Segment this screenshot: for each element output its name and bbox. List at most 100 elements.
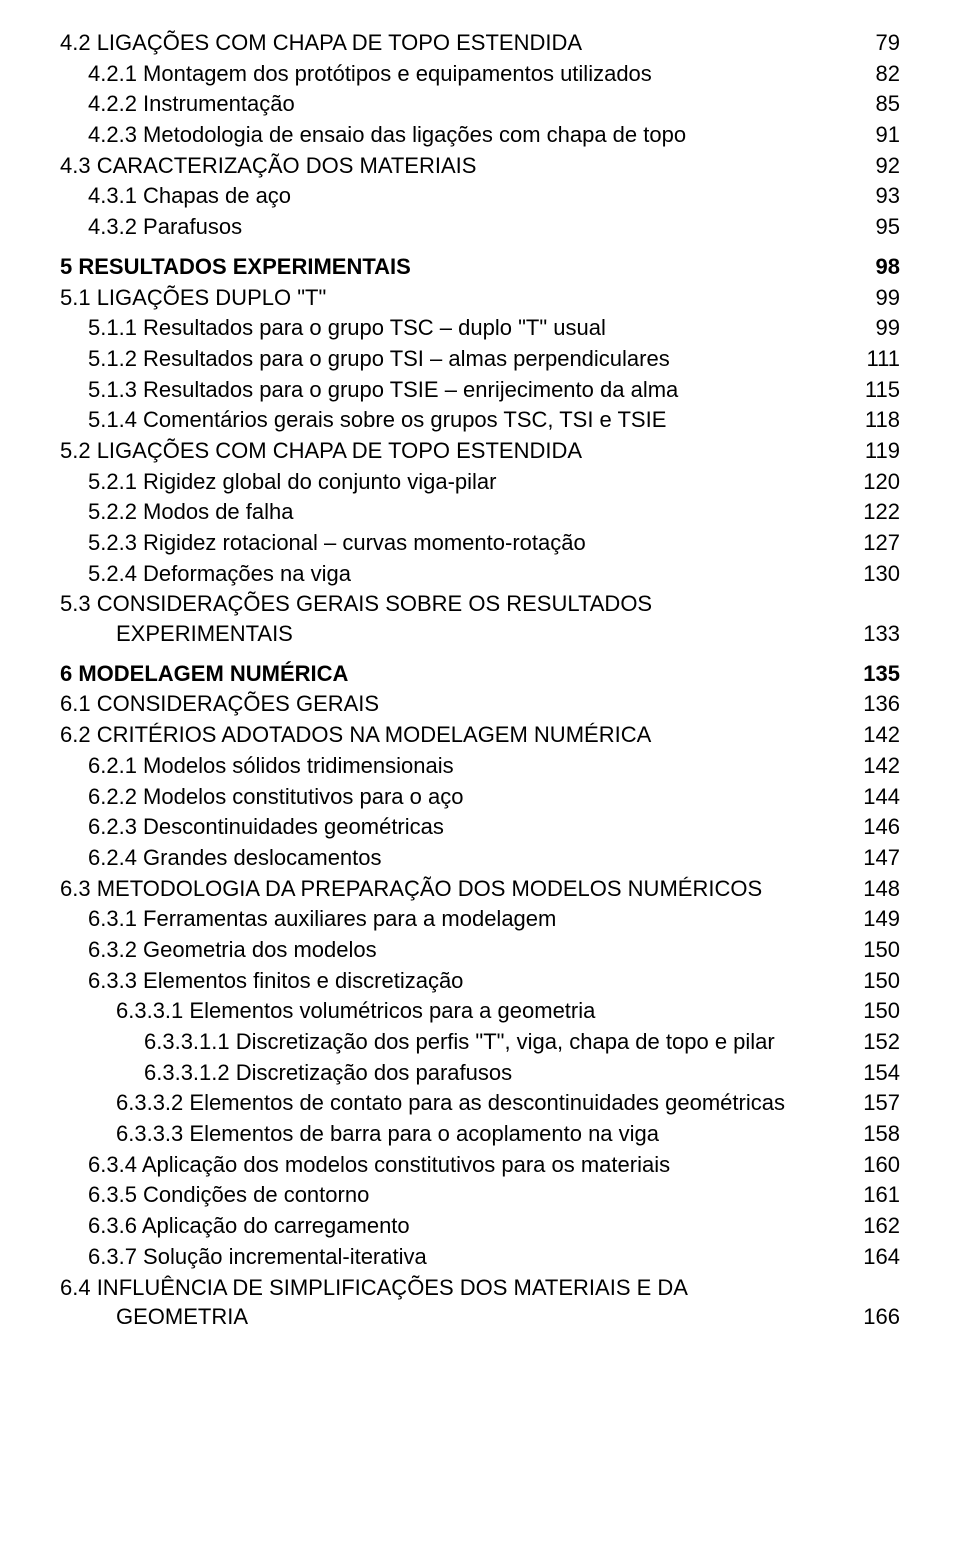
toc-page: 115 (856, 375, 900, 405)
toc-label: 4.3 CARACTERIZAÇÃO DOS MATERIAIS (60, 151, 476, 181)
toc-label-line1: 6.4 INFLUÊNCIA DE SIMPLIFICAÇÕES DOS MAT… (60, 1273, 900, 1303)
toc-page: 142 (856, 720, 900, 750)
toc-page: 130 (856, 559, 900, 589)
toc-page: 146 (856, 812, 900, 842)
toc-entry: 6 MODELAGEM NUMÉRICA135 (60, 659, 900, 689)
toc-entry: 6.2.1 Modelos sólidos tridimensionais 142 (60, 751, 900, 781)
toc-page: 118 (856, 405, 900, 435)
toc-label: 5.2.3 Rigidez rotacional – curvas moment… (88, 528, 586, 558)
toc-page: 111 (856, 344, 900, 374)
toc-label: 5.2.2 Modos de falha (88, 497, 293, 527)
toc-label-line1: 5.3 CONSIDERAÇÕES GERAIS SOBRE OS RESULT… (60, 589, 900, 619)
toc-page: 166 (856, 1302, 900, 1332)
toc-page: 142 (856, 751, 900, 781)
toc-page: 79 (856, 28, 900, 58)
toc-entry: 6.2.3 Descontinuidades geométricas146 (60, 812, 900, 842)
toc-label-line2: GEOMETRIA 166 (60, 1302, 900, 1332)
toc-page: 120 (856, 467, 900, 497)
toc-page: 85 (856, 89, 900, 119)
toc-entry: 6.3.3 Elementos finitos e discretização 1… (60, 966, 900, 996)
toc-entry: 5.1 LIGAÇÕES DUPLO "T" 99 (60, 283, 900, 313)
toc-page: 92 (856, 151, 900, 181)
toc-page: 148 (856, 874, 900, 904)
toc-page: 164 (856, 1242, 900, 1272)
toc-entry: 6.3.1 Ferramentas auxiliares para a mode… (60, 904, 900, 934)
toc-label: 6.3.3 Elementos finitos e discretização (88, 966, 463, 996)
toc-page: 93 (856, 181, 900, 211)
toc-label: 5.2 LIGAÇÕES COM CHAPA DE TOPO ESTENDIDA (60, 436, 582, 466)
toc-entry: 6.4 INFLUÊNCIA DE SIMPLIFICAÇÕES DOS MAT… (60, 1273, 900, 1332)
toc-label: 6.3.5 Condições de contorno (88, 1180, 369, 1210)
toc-label: 6.1 CONSIDERAÇÕES GERAIS (60, 689, 379, 719)
table-of-contents: 4.2 LIGAÇÕES COM CHAPA DE TOPO ESTENDIDA… (60, 28, 900, 1332)
toc-page: 150 (856, 935, 900, 965)
toc-label: 4.2.3 Metodologia de ensaio das ligações… (88, 120, 686, 150)
toc-entry: 6.2.2 Modelos constitutivos para o aço 14… (60, 782, 900, 812)
toc-entry: 6.3.3.1.1 Discretização dos perfis "T", … (60, 1027, 900, 1057)
toc-label: 5.2.4 Deformações na viga (88, 559, 351, 589)
toc-page: 136 (856, 689, 900, 719)
toc-entry: 6.3.7 Solução incremental-iterativa 164 (60, 1242, 900, 1272)
toc-entry: 5.2.1 Rigidez global do conjunto viga-pi… (60, 467, 900, 497)
toc-label: 5.2.1 Rigidez global do conjunto viga-pi… (88, 467, 496, 497)
toc-label: 5.1.1 Resultados para o grupo TSC – dupl… (88, 313, 606, 343)
toc-page: 147 (856, 843, 900, 873)
toc-entry: 5.3 CONSIDERAÇÕES GERAIS SOBRE OS RESULT… (60, 589, 900, 648)
toc-label: 6.3.3.1.2 Discretização dos parafusos (144, 1058, 512, 1088)
toc-entry: 4.3.1 Chapas de aço 93 (60, 181, 900, 211)
toc-entry: 6.3.3.1.2 Discretização dos parafusos154 (60, 1058, 900, 1088)
toc-page: 144 (856, 782, 900, 812)
toc-page: 150 (856, 966, 900, 996)
toc-page: 82 (856, 59, 900, 89)
toc-label: 6.3.3.3 Elementos de barra para o acopla… (116, 1119, 659, 1149)
toc-label: GEOMETRIA (116, 1302, 248, 1332)
toc-label: 5.1 LIGAÇÕES DUPLO "T" (60, 283, 326, 313)
toc-entry: 5 RESULTADOS EXPERIMENTAIS98 (60, 252, 900, 282)
toc-entry: 5.1.3 Resultados para o grupo TSIE – enr… (60, 375, 900, 405)
toc-page: 95 (856, 212, 900, 242)
toc-label: 6.3 METODOLOGIA DA PREPARAÇÃO DOS MODELO… (60, 874, 762, 904)
toc-label: 6.3.6 Aplicação do carregamento (88, 1211, 410, 1241)
toc-entry: 4.3 CARACTERIZAÇÃO DOS MATERIAIS 92 (60, 151, 900, 181)
toc-entry: 6.2 CRITÉRIOS ADOTADOS NA MODELAGEM NUMÉ… (60, 720, 900, 750)
toc-page: 99 (856, 283, 900, 313)
toc-label: 6.3.4 Aplicação dos modelos constitutivo… (88, 1150, 670, 1180)
toc-page: 99 (856, 313, 900, 343)
toc-label: 5 RESULTADOS EXPERIMENTAIS (60, 252, 411, 282)
toc-entry: 5.1.1 Resultados para o grupo TSC – dupl… (60, 313, 900, 343)
toc-page: 157 (856, 1088, 900, 1118)
toc-label: 4.3.2 Parafusos (88, 212, 242, 242)
toc-entry: 4.2 LIGAÇÕES COM CHAPA DE TOPO ESTENDIDA… (60, 28, 900, 58)
toc-entry: 4.2.1 Montagem dos protótipos e equipame… (60, 59, 900, 89)
toc-page: 158 (856, 1119, 900, 1149)
toc-label: 4.2.1 Montagem dos protótipos e equipame… (88, 59, 652, 89)
toc-label: 5.1.4 Comentários gerais sobre os grupos… (88, 405, 666, 435)
toc-label: 6 MODELAGEM NUMÉRICA (60, 659, 348, 689)
toc-entry: 4.3.2 Parafusos 95 (60, 212, 900, 242)
toc-page: 162 (856, 1211, 900, 1241)
toc-entry: 5.1.4 Comentários gerais sobre os grupos… (60, 405, 900, 435)
toc-label: 4.2.2 Instrumentação (88, 89, 295, 119)
toc-page: 150 (856, 996, 900, 1026)
toc-label: 4.3.1 Chapas de aço (88, 181, 291, 211)
toc-label: 6.2.1 Modelos sólidos tridimensionais (88, 751, 454, 781)
toc-label: 6.2.2 Modelos constitutivos para o aço (88, 782, 463, 812)
toc-label: 4.2 LIGAÇÕES COM CHAPA DE TOPO ESTENDIDA (60, 28, 582, 58)
toc-label: 6.3.3.2 Elementos de contato para as des… (116, 1088, 785, 1118)
toc-page: 133 (856, 619, 900, 649)
toc-entry: 5.2.2 Modos de falha122 (60, 497, 900, 527)
toc-label: 6.3.1 Ferramentas auxiliares para a mode… (88, 904, 556, 934)
toc-entry: 6.3.3.3 Elementos de barra para o acopla… (60, 1119, 900, 1149)
toc-entry: 6.3.4 Aplicação dos modelos constitutivo… (60, 1150, 900, 1180)
toc-label: 5.1.3 Resultados para o grupo TSIE – enr… (88, 375, 678, 405)
toc-entry: 6.3.6 Aplicação do carregamento 162 (60, 1211, 900, 1241)
toc-label: 6.3.3.1.1 Discretização dos perfis "T", … (144, 1027, 775, 1057)
toc-page: 149 (856, 904, 900, 934)
toc-label: 6.3.7 Solução incremental-iterativa (88, 1242, 427, 1272)
toc-page: 161 (856, 1180, 900, 1210)
toc-page: 127 (856, 528, 900, 558)
toc-entry: 5.2 LIGAÇÕES COM CHAPA DE TOPO ESTENDIDA… (60, 436, 900, 466)
toc-entry: 5.2.3 Rigidez rotacional – curvas moment… (60, 528, 900, 558)
toc-label: 6.3.2 Geometria dos modelos (88, 935, 377, 965)
toc-label: EXPERIMENTAIS (116, 619, 293, 649)
